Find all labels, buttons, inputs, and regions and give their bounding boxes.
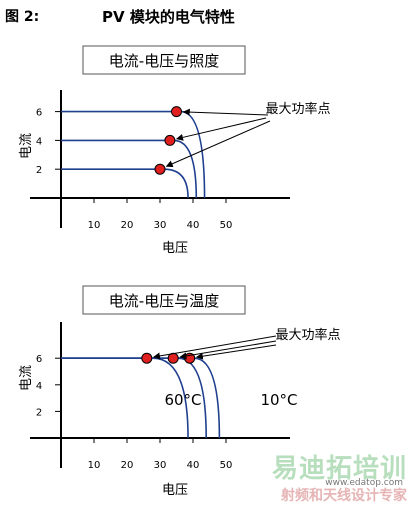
- x-tick-label: 20: [121, 460, 134, 471]
- y-tick-label: 2: [36, 407, 42, 418]
- chart-title-box: [82, 45, 246, 75]
- chart-temperature-svg: 电流-电压与温度 10 20 30 40 50 2 4 6 最大功率点 60°C 10°C 电…: [19, 285, 341, 498]
- x-tick-label: 30: [154, 220, 167, 231]
- y-tick-label: 4: [36, 381, 42, 392]
- x-tick-label: 40: [187, 460, 200, 471]
- iv-curve-series-1: [61, 110, 206, 199]
- annotation-arrow: [165, 120, 271, 168]
- max-power-point-marker: [164, 134, 176, 146]
- chart-title: 电流-电压与照度: [109, 52, 219, 70]
- mpp-annotation-label: 最大功率点: [275, 327, 340, 343]
- chart-title: 电流-电压与温度: [109, 292, 219, 310]
- mpp-annotation-label: 最大功率点: [265, 101, 330, 117]
- x-tick-label: 30: [154, 460, 167, 471]
- y-tick-label: 6: [36, 108, 42, 119]
- temperature-label-60c: 60°C: [164, 391, 201, 409]
- y-tick-label: 6: [36, 354, 42, 365]
- tick-group: 10 20 30 40 50 2 4 6: [36, 108, 233, 231]
- x-tick-label: 20: [121, 220, 134, 231]
- max-power-point-marker: [171, 106, 182, 118]
- x-tick-label: 10: [88, 220, 101, 231]
- tick-group: 10 20 30 40 50 2 4 6: [36, 354, 233, 471]
- annotation-arrow: [182, 108, 269, 116]
- annotation-arrow: [153, 335, 277, 360]
- y-axis-label: 电流: [19, 133, 34, 159]
- x-tick-label: 10: [88, 460, 101, 471]
- point-group: [154, 106, 182, 175]
- max-power-point-marker: [154, 163, 166, 175]
- figure-header: 图 2: PV 模块的电气特性: [0, 0, 413, 30]
- chart-panel-irradiance: 电流-电压与照度 10 20 30 40 50 2 4 6 最大功率点 电压 电流: [0, 30, 413, 272]
- y-tick-label: 4: [36, 136, 42, 147]
- x-axis-label: 电压: [162, 241, 188, 256]
- annotation-arrows: [153, 335, 277, 360]
- x-tick-label: 40: [187, 220, 200, 231]
- max-power-point-marker: [141, 352, 153, 364]
- curve-group: [61, 110, 206, 199]
- y-tick-label: 2: [36, 165, 42, 176]
- figure-title: PV 模块的电气特性: [102, 8, 235, 26]
- chart-panel-temperature: 电流-电压与温度 10 20 30 40 50 2 4 6 最大功率点 60°C 10°C 电…: [0, 272, 413, 509]
- annotation-arrow: [195, 344, 277, 360]
- iv-curve-series-3: [61, 168, 189, 199]
- chart-title-box: [82, 285, 246, 315]
- x-tick-label: 50: [220, 220, 233, 231]
- annotation-arrows: [165, 108, 271, 168]
- x-tick-label: 50: [220, 460, 233, 471]
- figure-label: 图 2:: [5, 9, 40, 25]
- annotation-arrow: [176, 117, 267, 141]
- temperature-label-10c: 10°C: [260, 391, 297, 409]
- y-axis-label: 电流: [19, 365, 34, 391]
- x-axis-label: 电压: [162, 483, 188, 498]
- chart-irradiance-svg: 电流-电压与照度 10 20 30 40 50 2 4 6 最大功率点 电压 电流: [19, 45, 331, 256]
- annotation-arrow: [179, 340, 277, 360]
